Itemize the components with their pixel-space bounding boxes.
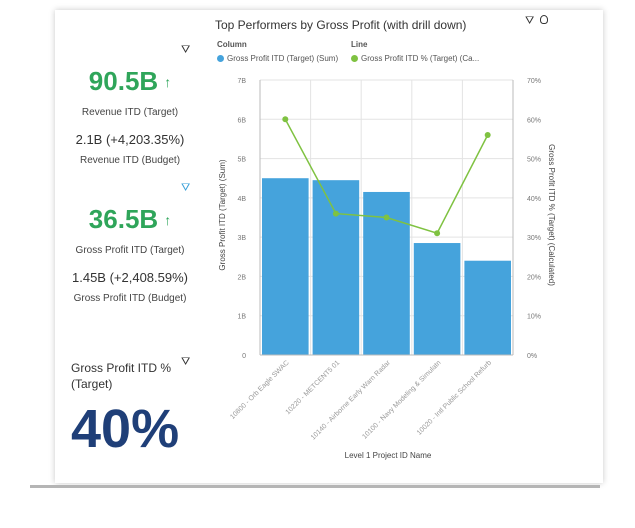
- bars: [262, 178, 511, 355]
- legend-line-title: Line: [351, 40, 368, 49]
- kpi-revenue-value-row: 90.5B ↑: [55, 66, 205, 97]
- line-point: [383, 214, 390, 221]
- y-tick-label: 7B: [237, 78, 246, 85]
- y2-tick-label: 0%: [527, 353, 537, 360]
- y-tick-label: 5B: [237, 157, 246, 164]
- x-tick-label: 10800 - Orb Eagle SWAC: [229, 359, 290, 420]
- legend-dot: [217, 55, 224, 62]
- bar: [312, 180, 360, 355]
- up-arrow-icon: ↑: [164, 212, 172, 228]
- kpi-revenue-sub-label: Revenue ITD (Budget): [79, 155, 181, 166]
- kpi-gross-profit: 36.5B ↑ Gross Profit ITD (Target) 1.45B (…: [55, 204, 205, 304]
- chart-toolbar: ⛛: [525, 15, 549, 28]
- y-tick-label: 3B: [237, 235, 246, 242]
- kpi-gross-profit-sub-label: Gross Profit ITD (Budget): [73, 293, 187, 304]
- y2-tick-label: 70%: [527, 78, 541, 85]
- bar: [413, 243, 461, 355]
- y-axis-label: Gross Profit ITD (Target) (Sum): [218, 159, 227, 270]
- combo-chart: 0 1B 2B 3B 4B 5B 6B 7B 0% 10% 20% 30% 40% 50% 60% 70% 10…: [218, 78, 556, 460]
- x-tick-label: 10140 - Airborne Early Warn Radar: [310, 359, 393, 442]
- y2-tick-label: 50%: [527, 157, 541, 164]
- line-point: [332, 210, 339, 217]
- kpi-revenue: 90.5B ↑ Revenue ITD (Target) 2.1B (+4,203…: [55, 66, 205, 166]
- kpi-revenue-label: Revenue ITD (Target): [81, 107, 179, 118]
- kpi-gross-profit-label: Gross Profit ITD (Target): [75, 245, 185, 256]
- filter-icon[interactable]: ⛛: [181, 182, 191, 194]
- y-tick-label: 2B: [237, 274, 246, 281]
- y-tick-label: 6B: [237, 117, 246, 124]
- line-point: [484, 132, 491, 138]
- y2-tick-label: 60%: [527, 117, 541, 124]
- bar: [464, 260, 511, 355]
- x-tick-label: 10220 - METCENT5 01: [285, 359, 342, 416]
- legend-column-title: Column: [217, 40, 247, 49]
- filter-icon[interactable]: ⛛: [181, 44, 191, 56]
- y2-axis-label: Gross Profit ITD % (Target) (Calculated): [547, 144, 556, 286]
- filter-icon[interactable]: ⛛: [525, 15, 541, 27]
- legend-line: Line Gross Profit ITD % (Target) (Ca...: [351, 40, 479, 63]
- legend-column-label: Gross Profit ITD (Target) (Sum): [227, 54, 339, 63]
- lightbulb-icon[interactable]: [540, 15, 549, 24]
- y-tick-label: 0: [242, 353, 246, 360]
- x-axis-label: Level 1 Project ID Name: [345, 451, 432, 460]
- percent-card-title: Gross Profit ITD % (Target): [71, 361, 172, 391]
- legend-line-entry[interactable]: Gross Profit ITD % (Target) (Ca...: [351, 54, 479, 63]
- legend-line-label: Gross Profit ITD % (Target) (Ca...: [361, 54, 480, 63]
- bar: [262, 178, 309, 355]
- legend-column: Column Gross Profit ITD (Target) (Sum): [217, 40, 338, 63]
- divider: [30, 485, 600, 488]
- y-tick-label: 1B: [237, 314, 246, 321]
- legend-dot: [351, 55, 358, 62]
- up-arrow-icon: ↑: [164, 74, 172, 90]
- legend-column-entry[interactable]: Gross Profit ITD (Target) (Sum): [217, 54, 338, 63]
- y2-tick-label: 40%: [527, 196, 541, 203]
- kpi-revenue-value: 90.5B: [88, 66, 159, 96]
- filter-icon[interactable]: ⛛: [181, 356, 191, 368]
- kpi-gross-profit-sub-value: 1.45B (+2,408.59%): [72, 270, 188, 285]
- kpi-gross-profit-value-row: 36.5B ↑: [55, 204, 205, 235]
- kpi-revenue-sub-value: 2.1B (+4,203.35%): [75, 132, 185, 147]
- line-series: [282, 116, 491, 237]
- y2-tick-label: 10%: [527, 314, 541, 321]
- dashboard-card: ⛛ 90.5B ↑ Revenue ITD (Target) 2.1B (+4,2…: [55, 10, 603, 483]
- y2-tick-label: 30%: [527, 235, 541, 242]
- kpi-gross-profit-value: 36.5B: [88, 204, 159, 234]
- percent-card-value: 40%: [71, 399, 180, 459]
- chart-title: Top Performers by Gross Profit (with dri…: [215, 18, 467, 32]
- line-point: [282, 116, 289, 123]
- y2-tick-label: 20%: [527, 274, 541, 281]
- y-tick-label: 4B: [237, 196, 246, 203]
- line-point: [434, 230, 441, 237]
